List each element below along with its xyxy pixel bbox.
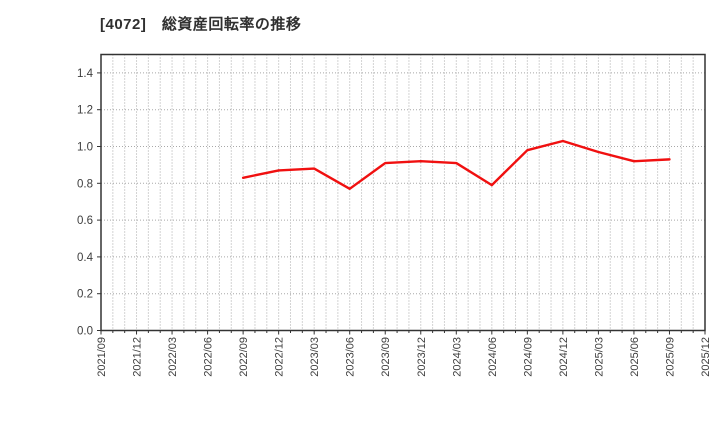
x-tick-label: 2023/12	[416, 337, 428, 377]
x-tick-label: 2022/09	[238, 337, 250, 377]
x-tick-label: 2025/09	[664, 337, 676, 377]
x-tick-label: 2025/12	[700, 337, 712, 377]
y-tick-label: 0.0	[77, 326, 93, 338]
y-tick-label: 0.2	[77, 289, 93, 301]
y-tick-label: 1.0	[77, 142, 93, 154]
y-tick-label: 0.4	[77, 252, 94, 264]
x-tick-label: 2022/06	[203, 337, 215, 377]
x-tick-label: 2023/09	[380, 337, 392, 377]
chart-title: [4072] 総資産回転率の推移	[100, 16, 302, 33]
x-tick-label: 2024/06	[487, 337, 499, 377]
y-tick-label: 0.8	[77, 178, 93, 190]
x-tick-label: 2022/12	[274, 337, 286, 377]
x-tick-label: 2021/12	[132, 337, 144, 377]
x-tick-label: 2024/03	[451, 337, 463, 377]
x-tick-label: 2025/03	[593, 337, 605, 377]
x-tick-label: 2021/09	[96, 337, 108, 377]
x-tick-label: 2025/06	[629, 337, 641, 377]
x-tick-label: 2022/03	[167, 337, 179, 377]
x-tick-label: 2024/09	[522, 337, 534, 377]
x-tick-label: 2024/12	[558, 337, 570, 377]
x-tick-label: 2023/06	[345, 337, 357, 377]
plot-border	[100, 53, 706, 332]
y-tick-label: 1.2	[77, 105, 93, 117]
y-tick-label: 1.4	[77, 68, 94, 80]
y-tick-label: 0.6	[77, 215, 93, 227]
data-line	[241, 139, 671, 191]
x-tick-label: 2023/03	[309, 337, 321, 377]
